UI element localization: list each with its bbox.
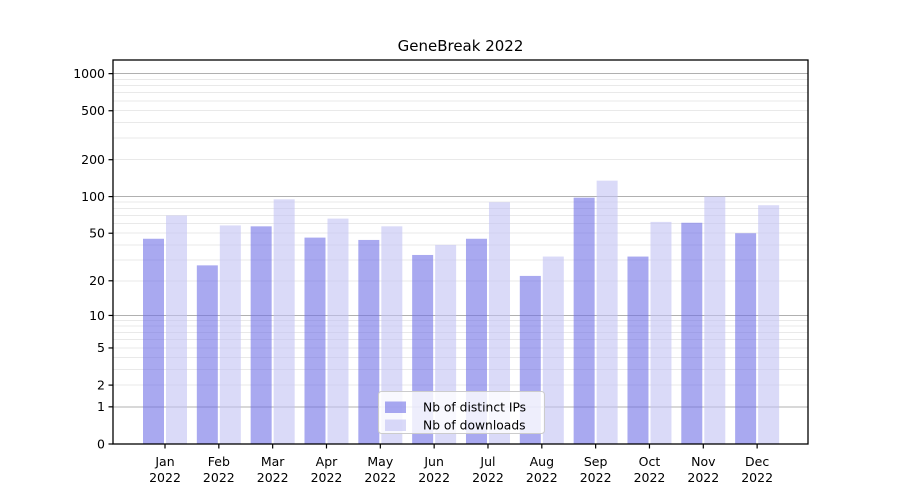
x-tick-label-month-may: May: [367, 454, 393, 469]
chart-title: GeneBreak 2022: [398, 37, 524, 55]
legend-label-distinct-ips: Nb of distinct IPs: [423, 401, 526, 415]
x-axis-ticks: Jan2022Feb2022Mar2022Apr2022May2022Jun20…: [149, 444, 773, 485]
bar-sep-distinct-ips: [573, 197, 595, 444]
bar-oct-distinct-ips: [627, 256, 649, 444]
x-tick-label-year-nov: 2022: [687, 470, 719, 485]
bar-may-distinct-ips: [358, 239, 380, 444]
x-tick-label-month-sep: Sep: [584, 454, 608, 469]
bar-feb-distinct-ips: [196, 265, 218, 444]
y-tick-label-2: 2: [97, 377, 105, 392]
bar-jan-downloads: [166, 215, 187, 444]
legend-label-downloads: Nb of downloads: [423, 419, 526, 433]
bar-mar-downloads: [273, 199, 295, 444]
x-tick-label-year-jan: 2022: [149, 470, 181, 485]
bar-jul-downloads: [488, 202, 510, 444]
y-tick-label-10: 10: [89, 308, 105, 323]
x-tick-label-year-sep: 2022: [580, 470, 612, 485]
bar-jan-distinct-ips: [143, 238, 164, 444]
x-tick-label-year-jun: 2022: [418, 470, 450, 485]
x-tick-label-month-dec: Dec: [745, 454, 769, 469]
bar-apr-downloads: [327, 218, 349, 444]
x-tick-label-month-nov: Nov: [691, 454, 716, 469]
x-tick-label-month-oct: Oct: [639, 454, 661, 469]
x-tick-label-month-jan: Jan: [154, 454, 174, 469]
x-tick-label-year-dec: 2022: [741, 470, 773, 485]
x-tick-label-year-aug: 2022: [526, 470, 558, 485]
legend-swatch-distinct-ips: [385, 401, 406, 413]
y-tick-label-500: 500: [81, 103, 105, 118]
x-tick-label-year-jul: 2022: [472, 470, 504, 485]
bar-nov-downloads: [704, 196, 726, 444]
legend-box: [378, 391, 545, 434]
x-tick-label-month-apr: Apr: [316, 454, 338, 469]
y-tick-label-5: 5: [97, 340, 105, 355]
bar-dec-downloads: [758, 205, 780, 444]
x-tick-label-year-mar: 2022: [257, 470, 289, 485]
x-tick-label-year-apr: 2022: [311, 470, 343, 485]
bar-may-downloads: [381, 226, 403, 444]
y-tick-label-200: 200: [81, 152, 105, 167]
legend: Nb of distinct IPs Nb of downloads: [378, 391, 545, 434]
bar-dec-distinct-ips: [735, 233, 757, 444]
x-tick-label-month-jun: Jun: [423, 454, 444, 469]
x-tick-label-month-aug: Aug: [530, 454, 554, 469]
bar-apr-distinct-ips: [304, 237, 326, 444]
y-tick-label-0: 0: [97, 436, 105, 451]
x-tick-label-year-oct: 2022: [634, 470, 666, 485]
bar-oct-downloads: [650, 221, 672, 444]
bar-aug-downloads: [542, 256, 564, 444]
y-tick-label-100: 100: [81, 189, 105, 204]
y-axis-ticks: 0 1 2 5 10 20 50 100 200 500 1000: [73, 66, 113, 451]
bar-nov-distinct-ips: [681, 222, 703, 444]
plot-frame: [112, 59, 809, 445]
x-tick-label-year-may: 2022: [364, 470, 396, 485]
x-tick-label-month-mar: Mar: [261, 454, 285, 469]
bar-sep-downloads: [596, 180, 618, 444]
y-tick-label-50: 50: [89, 226, 105, 241]
x-tick-label-month-jul: Jul: [479, 454, 495, 469]
y-tick-label-1: 1: [97, 399, 105, 414]
y-tick-label-1000: 1000: [73, 66, 105, 81]
x-tick-label-year-feb: 2022: [203, 470, 235, 485]
bar-feb-downloads: [219, 225, 241, 444]
x-tick-label-month-feb: Feb: [208, 454, 230, 469]
bar-mar-distinct-ips: [250, 226, 272, 444]
legend-swatch-downloads: [385, 419, 406, 431]
y-tick-label-20: 20: [89, 273, 105, 288]
